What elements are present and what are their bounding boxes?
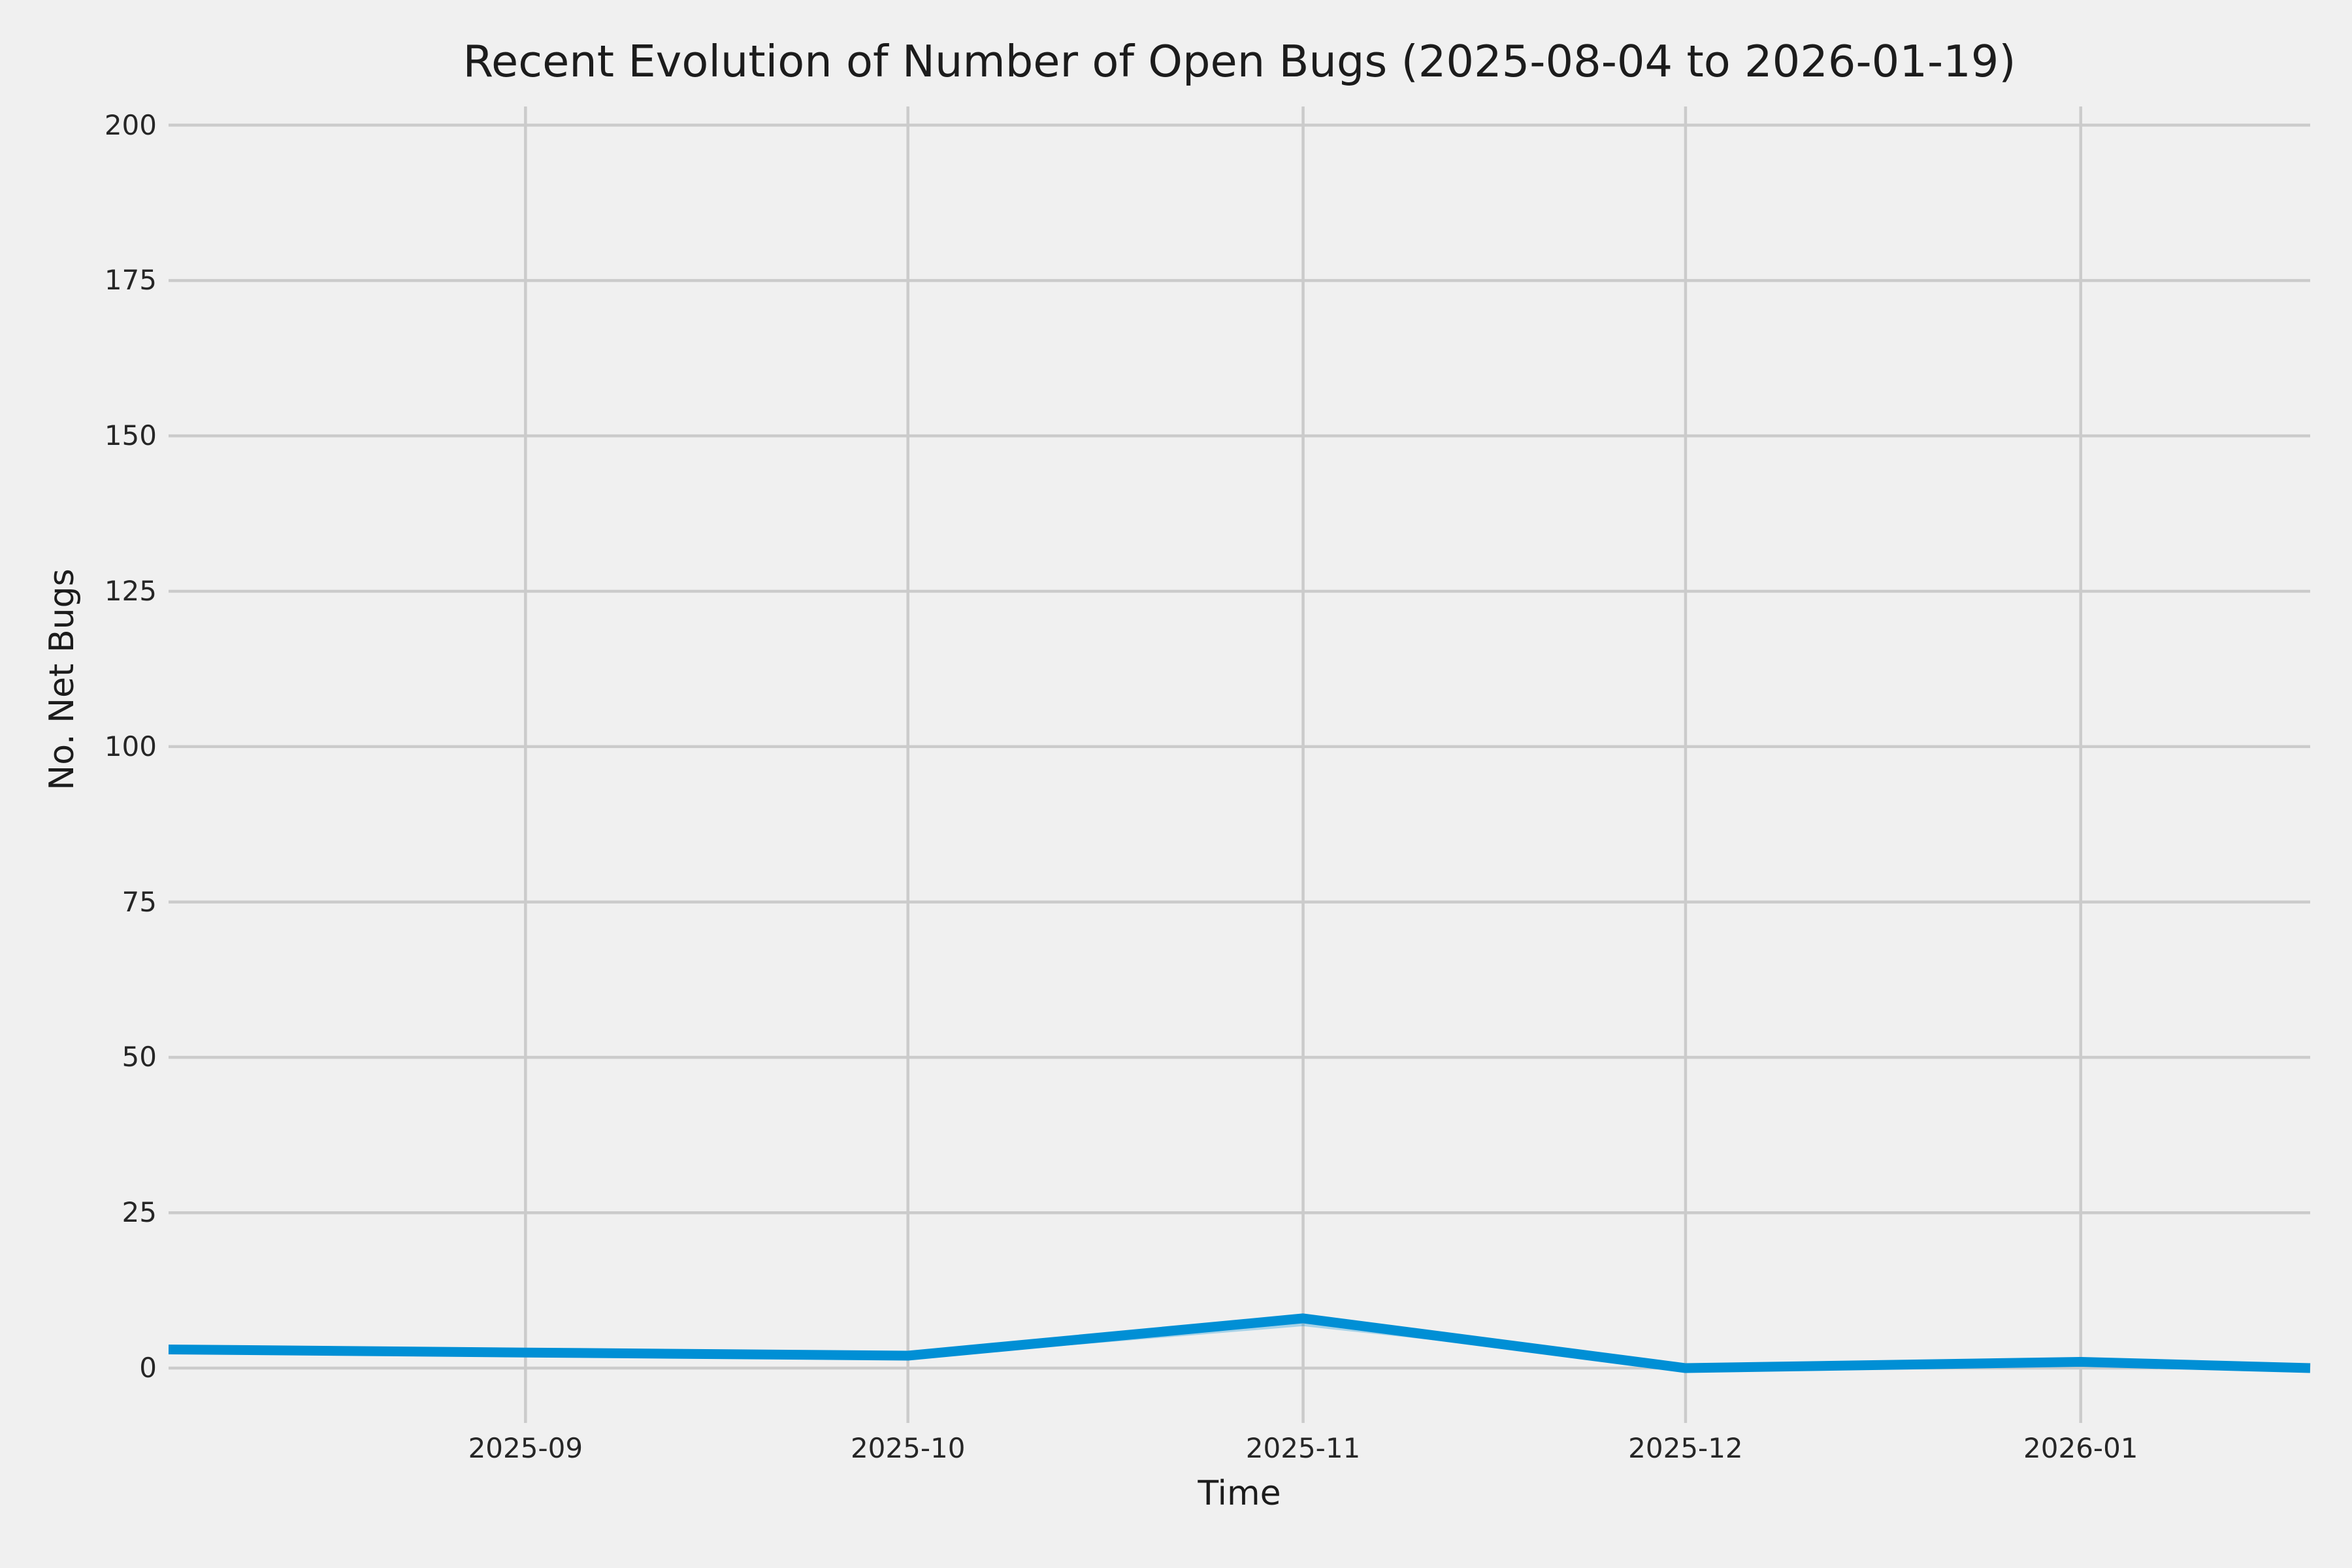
primary-line — [168, 1313, 2311, 1373]
y-tick-label-50: 50 — [122, 1041, 157, 1073]
y-tick-label-100: 100 — [104, 730, 157, 762]
y-tick-label-150: 150 — [104, 419, 157, 452]
x-tick-label-2025-10: 2025-10 — [850, 1432, 966, 1464]
y-tick-label-200: 200 — [104, 108, 157, 141]
x-tick-label-2025-09: 2025-09 — [468, 1432, 583, 1464]
chart-title: Recent Evolution of Number of Open Bugs … — [463, 36, 2016, 87]
y-tick-label-75: 75 — [122, 885, 157, 918]
x-axis-label: Time — [1198, 1474, 1281, 1513]
y-tick-label-0: 0 — [139, 1352, 157, 1384]
y-tick-label-25: 25 — [122, 1196, 157, 1229]
x-tick-label-2025-11: 2025-11 — [1245, 1432, 1361, 1464]
y-axis-label: No. Net Bugs — [42, 568, 82, 791]
x-tick-label-2026-01: 2026-01 — [2023, 1432, 2138, 1464]
x-tick-label-2025-12: 2025-12 — [1628, 1432, 1743, 1464]
y-tick-label-125: 125 — [104, 574, 157, 607]
y-tick-label-175: 175 — [104, 264, 157, 297]
